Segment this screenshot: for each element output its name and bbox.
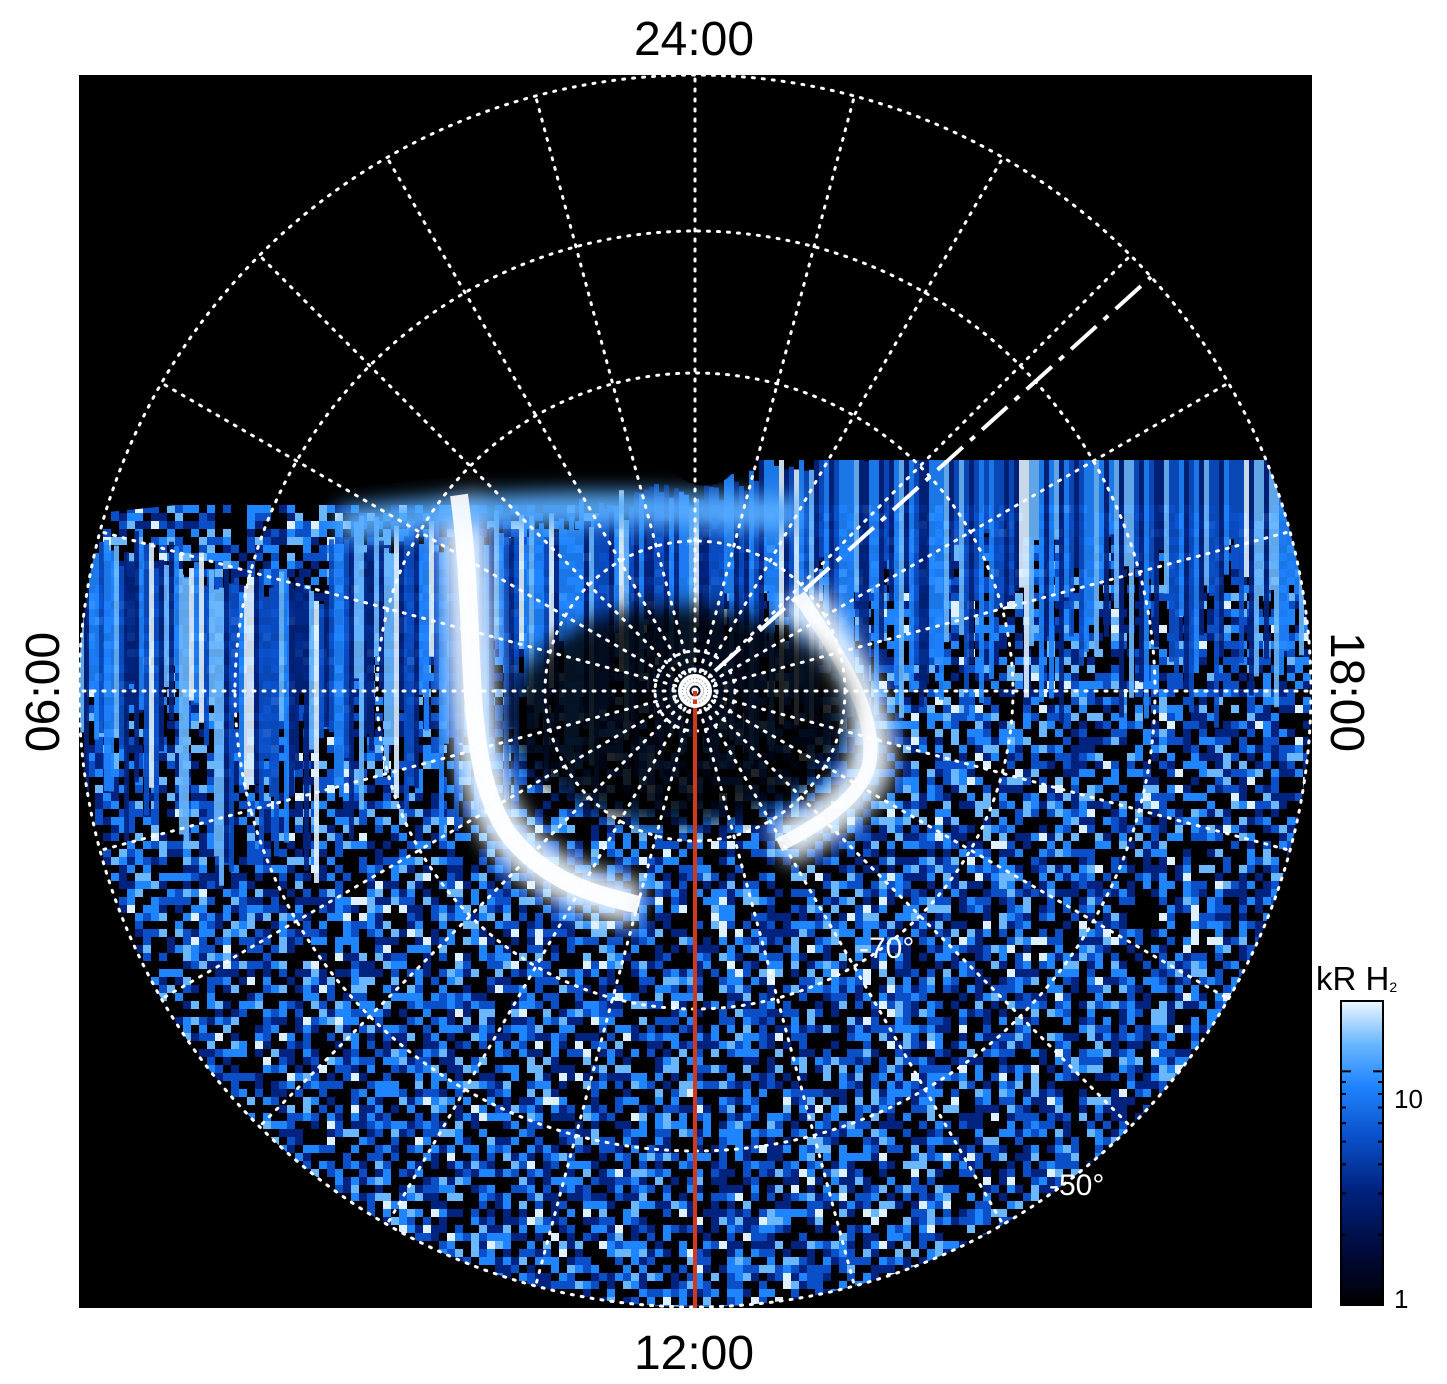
colorbar xyxy=(1340,1000,1384,1306)
latitude-label-50: -50° xyxy=(1049,1169,1104,1202)
colorbar-minor-ticks xyxy=(1341,1000,1383,1236)
colorbar-title-subscript: 2 xyxy=(1389,979,1398,995)
local-time-label-dusk: 18:00 xyxy=(1320,631,1373,753)
latitude-label-70: -70° xyxy=(859,932,914,965)
polar-auroral-map: -70° -50° xyxy=(79,75,1312,1308)
local-time-label-midnight: 24:00 xyxy=(633,13,755,66)
auroral-emission-layer xyxy=(79,75,1311,1307)
colorbar-tick-10: 10 xyxy=(1394,1084,1423,1114)
colorbar-title: kR H2 xyxy=(1316,960,1397,998)
pole-marker-outer xyxy=(678,674,712,708)
local-time-label-noon: 12:00 xyxy=(633,1327,755,1380)
colorbar-gradient xyxy=(1340,1000,1384,1306)
colorbar-title-text: kR H xyxy=(1316,960,1390,997)
pole-marker-inner xyxy=(686,682,704,700)
dashed-direction-line xyxy=(713,275,1153,673)
colorbar-tick-1: 1 xyxy=(1394,1284,1409,1314)
local-time-label-dawn: 06:00 xyxy=(17,631,70,753)
